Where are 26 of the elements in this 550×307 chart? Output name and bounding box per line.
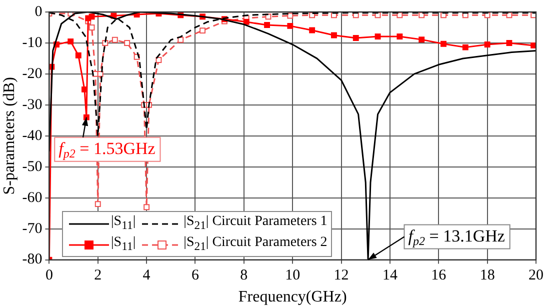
x-tick-label: 8	[240, 268, 248, 284]
y-tick-label: -20	[22, 66, 42, 82]
y-tick-label: -10	[22, 34, 42, 51]
y-tick-label: -60	[22, 190, 42, 206]
x-tick-label: 18	[480, 268, 495, 284]
y-tick-label: -70	[22, 220, 42, 237]
x-tick-label: 0	[45, 268, 53, 284]
legend-label: |S$_{11}$|	[111, 234, 136, 255]
x-tick-label: 2	[94, 268, 102, 284]
y-tick-label: -40	[22, 128, 42, 144]
x-tick-label: 4	[142, 268, 151, 284]
y-tick-label: 0	[34, 4, 42, 20]
x-tick-label: 10	[285, 268, 300, 284]
y-tick-label: -30	[22, 96, 42, 113]
legend-label: |S$_{21}$| Circuit Parameters 2	[184, 234, 328, 255]
legend-label: |S$_{21}$| Circuit Parameters 1	[184, 213, 328, 234]
x-tick-label: 16	[431, 268, 447, 284]
x-tick-label: 14	[382, 268, 398, 284]
x-tick-label: 12	[334, 268, 349, 284]
y-axis-title: S-parameters (dB)	[0, 77, 18, 195]
y-tick-label: -80	[22, 252, 42, 268]
y-tick-label: -50	[22, 158, 42, 175]
x-tick-label: 20	[528, 268, 544, 284]
x-axis-title: Frequency(GHz)	[238, 288, 347, 306]
x-tick-label: 6	[191, 268, 200, 284]
legend-label: |S$_{11}$|	[111, 213, 136, 234]
